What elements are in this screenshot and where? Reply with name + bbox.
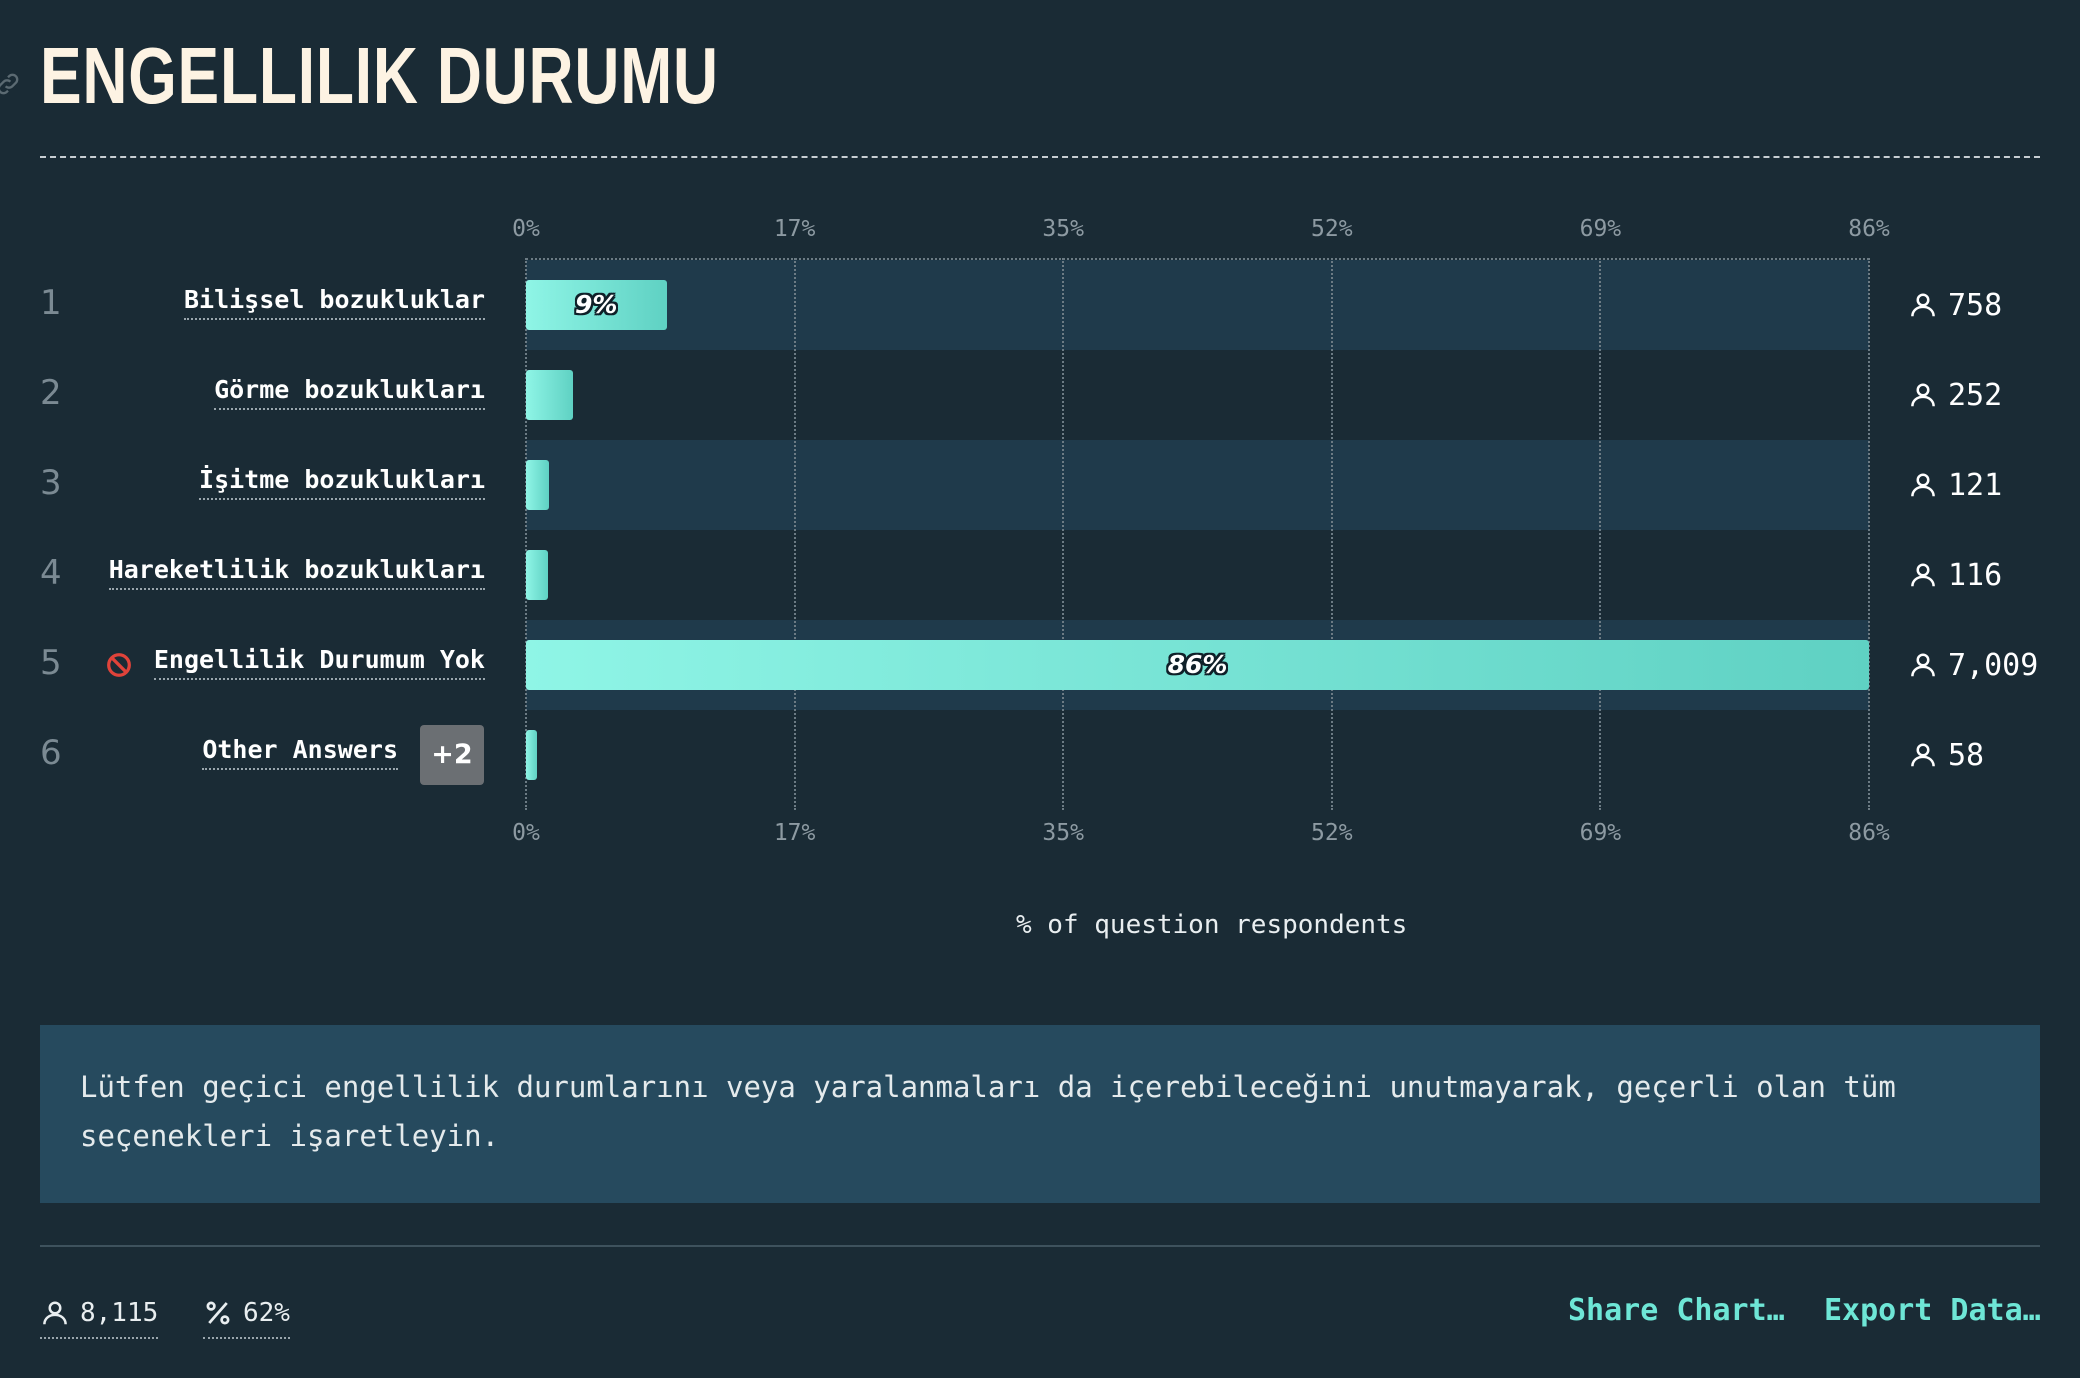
- respondent-count-value: 58: [1948, 737, 1985, 773]
- respondent-count: 7,009: [1908, 645, 2038, 685]
- row-rank: 3: [40, 463, 62, 503]
- bar-chart: % of question respondents 0% 0% 17% 17% 35% 3…: [0, 200, 2080, 960]
- respondents-count: 8,115: [80, 1298, 159, 1328]
- person-icon: [1911, 743, 1935, 767]
- row-band: [526, 440, 1869, 530]
- row-band: [526, 530, 1869, 620]
- person-icon: [1911, 383, 1935, 407]
- grid-line: [1330, 258, 1333, 810]
- footer-divider: [40, 1245, 2040, 1247]
- other-answers-badge[interactable]: +2: [420, 725, 484, 785]
- row-rank: 5: [40, 643, 62, 683]
- respondents-stat[interactable]: 8,115: [40, 1293, 159, 1339]
- bar[interactable]: [526, 640, 1869, 690]
- title-divider: [40, 156, 2040, 158]
- bar-value-label: 9%: [575, 290, 618, 319]
- respondent-count: 121: [1908, 465, 2002, 505]
- person-icon: [1911, 293, 1935, 317]
- respondent-count-value: 7,009: [1948, 647, 2039, 683]
- no-entry-icon: [107, 653, 131, 677]
- row-rank: 6: [40, 733, 62, 773]
- percent-stat[interactable]: 62%: [203, 1293, 290, 1339]
- bar[interactable]: [526, 280, 667, 330]
- x-tick-label-top: 17%: [773, 216, 816, 242]
- grid-line: [525, 258, 527, 810]
- export-data-button[interactable]: Export Data…: [1824, 1293, 2041, 1328]
- person-icon: [1911, 473, 1935, 497]
- respondent-count: 252: [1908, 375, 2002, 415]
- grid-line: [793, 258, 796, 810]
- grid-line: [1062, 258, 1065, 810]
- row-band: [526, 260, 1869, 350]
- x-tick-label-bottom: 17%: [773, 820, 816, 846]
- share-chart-button[interactable]: Share Chart…: [1568, 1293, 1785, 1328]
- question-note: Lütfen geçici engellilik durumlarını vey…: [40, 1025, 2040, 1203]
- respondent-count: 758: [1908, 285, 2002, 325]
- person-icon: [1911, 653, 1935, 677]
- page-title: ENGELLILIK DURUMU: [40, 31, 719, 120]
- bar[interactable]: [526, 370, 573, 420]
- category-label[interactable]: Görme bozuklukları: [214, 375, 485, 410]
- grid-line: [1868, 258, 1870, 810]
- x-tick-label-top: 69%: [1579, 216, 1622, 242]
- x-tick-label-top: 86%: [1848, 216, 1890, 242]
- category-label[interactable]: Other Answers: [202, 735, 398, 770]
- category-label[interactable]: İşitme bozuklukları: [199, 465, 485, 500]
- percent-icon: [206, 1301, 230, 1325]
- grid-line: [1599, 258, 1602, 810]
- x-tick-label-bottom: 69%: [1579, 820, 1622, 846]
- row-rank: 1: [40, 283, 62, 323]
- category-label[interactable]: Hareketlilik bozuklukları: [108, 555, 485, 590]
- person-icon: [43, 1301, 67, 1325]
- x-axis-title: % of question respondents: [1016, 910, 1408, 940]
- row-rank: 4: [40, 553, 62, 593]
- respondent-count-value: 116: [1948, 557, 2003, 593]
- person-icon: [1911, 563, 1935, 587]
- link-icon[interactable]: [0, 70, 22, 98]
- percent-value: 62%: [243, 1298, 290, 1328]
- category-label[interactable]: Engellilik Durumum Yok: [153, 645, 485, 680]
- bar[interactable]: [526, 730, 537, 780]
- x-tick-label-bottom: 52%: [1311, 820, 1353, 846]
- respondent-count-value: 121: [1948, 467, 2003, 503]
- respondent-count-value: 252: [1948, 377, 2003, 413]
- bar[interactable]: [526, 550, 548, 600]
- respondent-count-value: 758: [1948, 287, 2003, 323]
- row-band: [526, 350, 1869, 440]
- respondent-count: 58: [1908, 735, 1984, 775]
- category-label[interactable]: Bilişsel bozukluklar: [183, 285, 485, 320]
- x-tick-label-top: 0%: [512, 216, 540, 242]
- respondent-count: 116: [1908, 555, 2002, 595]
- axis-top-line: [526, 258, 1869, 260]
- row-rank: 2: [40, 373, 62, 413]
- x-tick-label-top: 35%: [1042, 216, 1084, 242]
- x-tick-label-bottom: 0%: [512, 820, 540, 846]
- x-tick-label-bottom: 35%: [1042, 820, 1084, 846]
- row-band: [526, 710, 1869, 800]
- x-tick-label-top: 52%: [1311, 216, 1353, 242]
- x-tick-label-bottom: 86%: [1848, 820, 1890, 846]
- bar[interactable]: [526, 460, 550, 510]
- bar-value-label: 86%: [1167, 650, 1228, 679]
